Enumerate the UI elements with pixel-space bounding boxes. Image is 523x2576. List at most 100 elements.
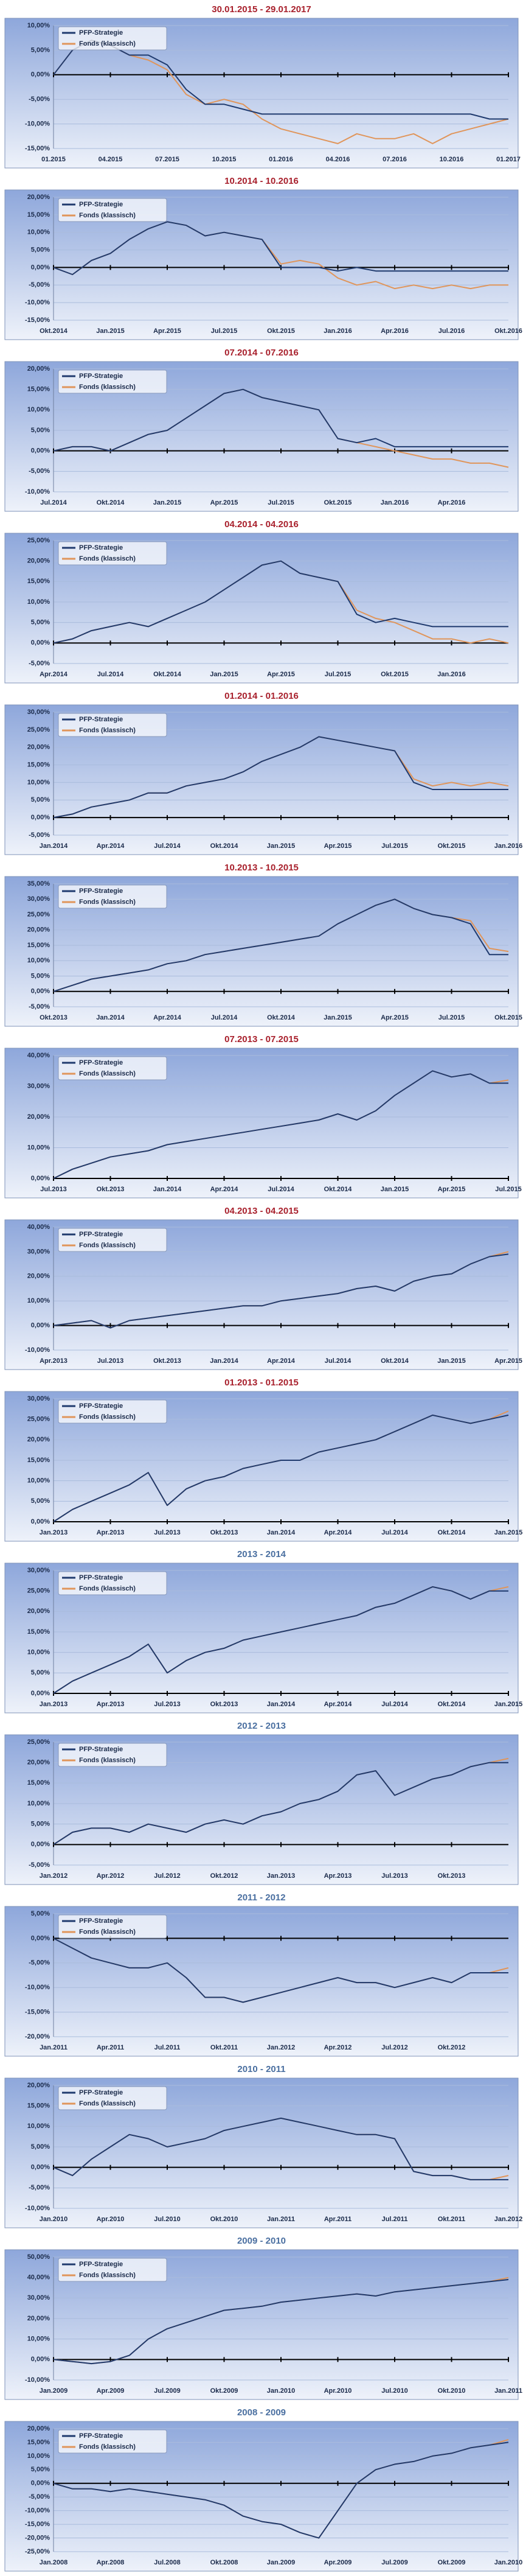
x-tick-label: Jul.2010: [154, 2216, 180, 2223]
x-tick-label: Jan.2011: [267, 2216, 295, 2223]
x-tick-label: Jul.2008: [154, 2559, 180, 2566]
y-tick-label: 25,00%: [27, 911, 50, 918]
y-tick-label: 20,00%: [27, 926, 50, 934]
y-tick-label: -20,00%: [25, 2534, 50, 2541]
x-tick-label: Jul.2009: [381, 2559, 407, 2566]
series-line: [53, 2441, 509, 2539]
x-tick-label: Okt.2011: [210, 2044, 238, 2051]
chart-title: 2013 - 2014: [237, 1549, 286, 1559]
chart-title: 2009 - 2010: [237, 2236, 286, 2246]
x-tick-label: Apr.2010: [97, 2216, 125, 2223]
legend-label: Fonds (klassisch): [79, 2100, 136, 2107]
legend-box: [58, 2086, 167, 2110]
y-tick-label: 20,00%: [27, 2315, 50, 2322]
y-tick-label: -5,00%: [29, 467, 50, 475]
y-tick-label: -5,00%: [29, 1959, 50, 1967]
y-tick-label: 20,00%: [27, 194, 50, 201]
legend-box: [58, 1743, 167, 1767]
x-tick-label: Jan.2012: [40, 1872, 68, 1880]
x-tick-label: Jul.2011: [154, 2044, 181, 2051]
legend-label: Fonds (klassisch): [79, 1242, 136, 1249]
legend-label: PFP-Strategie: [79, 2089, 123, 2096]
y-tick-label: -5,00%: [29, 1003, 50, 1010]
y-tick-label: 20,00%: [27, 365, 50, 373]
x-tick-label: Okt.2009: [438, 2559, 466, 2566]
x-tick-label: Okt.2015: [381, 671, 409, 678]
y-tick-label: 20,00%: [27, 2425, 50, 2432]
y-tick-label: 35,00%: [27, 880, 50, 887]
chart-panel: 07.2014 - 07.2016 20,00% 15,00% 10,00% 5,00%…: [4, 348, 519, 512]
y-tick-label: -25,00%: [25, 2548, 50, 2555]
y-tick-label: 10,00%: [27, 2123, 50, 2130]
legend-label: PFP-Strategie: [79, 1917, 123, 1925]
x-tick-label: Jan.2016: [437, 671, 465, 678]
y-tick-label: 5,00%: [31, 619, 50, 626]
x-tick-label: Jan.2009: [40, 2387, 68, 2395]
x-tick-label: Apr.2008: [97, 2559, 125, 2566]
chart-title: 04.2013 - 04.2015: [224, 1206, 299, 1216]
x-tick-label: Jul.2014: [381, 1529, 408, 1536]
legend-box: [58, 1914, 167, 1939]
series-line: [53, 1586, 508, 1694]
chart-panel: 2011 - 2012 5,00% 0,00% -5,00% -10,00% -15,00…: [4, 1892, 519, 2057]
legend-label: Fonds (klassisch): [79, 555, 136, 562]
x-tick-label: Jan.2015: [210, 671, 238, 678]
x-tick-label: Okt.2013: [97, 1186, 125, 1193]
y-tick-label: 20,00%: [27, 744, 50, 751]
legend-label: PFP-Strategie: [79, 373, 123, 380]
x-tick-label: Okt.2014: [97, 499, 125, 506]
x-tick-label: Okt.2015: [438, 842, 466, 850]
x-tick-label: Okt.2013: [153, 1357, 181, 1365]
y-tick-label: 10,00%: [27, 229, 50, 236]
y-tick-label: -10,00%: [25, 1346, 50, 1354]
x-tick-label: Jan.2016: [381, 499, 409, 506]
x-tick-label: Jul.2016: [438, 327, 465, 335]
x-tick-label: Jul.2013: [154, 1701, 180, 1708]
y-tick-label: -10,00%: [25, 2507, 50, 2515]
chart-panel: 2008 - 2009 20,00% 15,00% 10,00% 5,00% 0,00% -…: [4, 2407, 522, 2572]
x-tick-label: Jan.2015: [324, 1014, 352, 1021]
legend-box: [58, 1228, 167, 1252]
x-tick-label: Jul.2015: [211, 327, 237, 335]
y-tick-label: 15,00%: [27, 761, 50, 768]
x-tick-label: Okt.2013: [40, 1014, 68, 1021]
x-tick-label: Apr.2011: [324, 2216, 352, 2223]
y-tick-label: 5,00%: [31, 796, 50, 803]
x-tick-label: Jul.2013: [97, 1357, 123, 1365]
y-tick-label: 15,00%: [27, 942, 50, 949]
y-tick-label: -10,00%: [25, 121, 50, 128]
legend-label: Fonds (klassisch): [79, 898, 136, 906]
x-tick-label: Apr.2009: [97, 2387, 125, 2395]
y-tick-label: 5,00%: [31, 46, 50, 54]
x-tick-label: Jan.2014: [153, 1186, 182, 1193]
series-line: [53, 560, 508, 644]
x-tick-label: 01.2015: [41, 156, 66, 163]
y-tick-label: 0,00%: [31, 1934, 50, 1942]
y-tick-label: 20,00%: [27, 1273, 50, 1280]
x-tick-label: Jan.2015: [267, 842, 295, 850]
chart-panel: 01.2014 - 01.2016 30,00% 25,00% 20,00% 15,00…: [4, 691, 522, 855]
y-tick-label: 10,00%: [27, 406, 50, 413]
chart-title: 2012 - 2013: [237, 1721, 286, 1731]
x-tick-label: 04.2016: [326, 156, 350, 163]
y-tick-label: 0,00%: [31, 1175, 50, 1182]
x-tick-label: Jul.2014: [40, 499, 67, 506]
y-tick-label: 0,00%: [31, 639, 50, 646]
y-tick-label: 0,00%: [31, 814, 50, 821]
x-tick-label: Jan.2016: [324, 327, 352, 335]
y-tick-label: 20,00%: [27, 1436, 50, 1443]
chart-panel: 2013 - 2014 30,00% 25,00% 20,00% 15,00% 10,00…: [4, 1549, 522, 1713]
x-tick-label: Apr.2013: [97, 1529, 125, 1536]
x-tick-label: Apr.2016: [381, 327, 409, 335]
y-tick-label: 10,00%: [27, 1800, 50, 1807]
x-tick-label: Okt.2016: [494, 327, 522, 335]
x-tick-label: Jul.2015: [268, 499, 294, 506]
x-tick-label: Okt.2014: [438, 1701, 466, 1708]
y-tick-label: 5,00%: [31, 1910, 50, 1917]
legend-label: Fonds (klassisch): [79, 212, 136, 219]
y-tick-label: 30,00%: [27, 1082, 50, 1090]
y-tick-label: 0,00%: [31, 2164, 50, 2171]
x-tick-label: Jan.2011: [40, 2044, 68, 2051]
x-tick-label: Apr.2013: [97, 1701, 125, 1708]
x-tick-label: Okt.2011: [438, 2216, 465, 2223]
